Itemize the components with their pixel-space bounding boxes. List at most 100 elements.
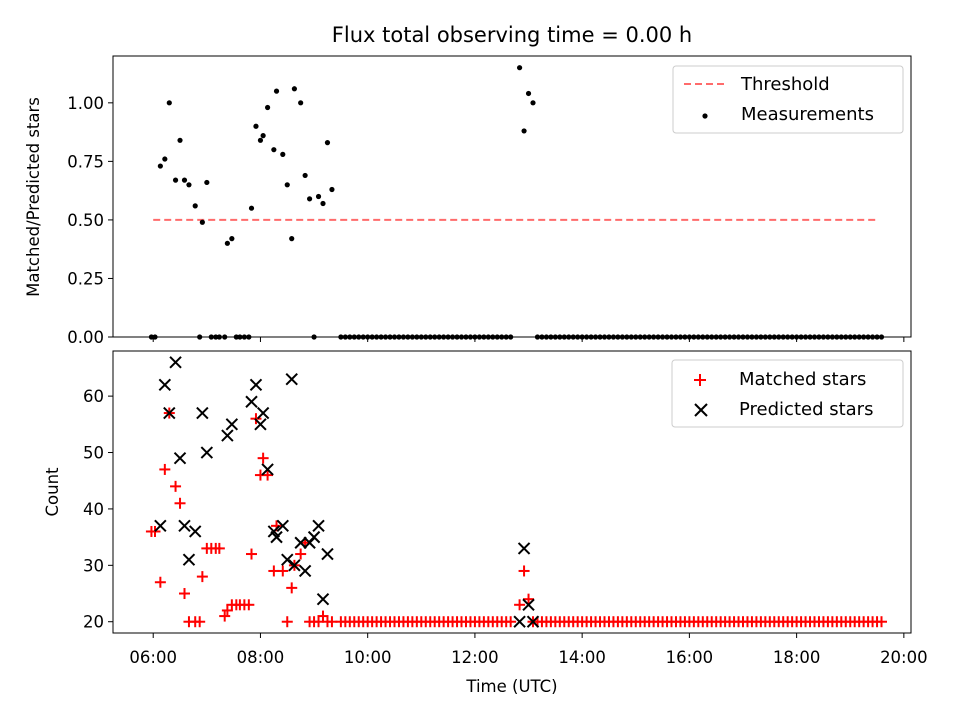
measurements-legend-label: Measurements bbox=[741, 104, 874, 125]
matched-stars-point bbox=[262, 469, 274, 481]
top-axes-frame bbox=[112, 55, 912, 338]
matched-stars-point bbox=[246, 548, 258, 560]
predicted-stars-point bbox=[189, 525, 202, 538]
measurement-point bbox=[516, 65, 523, 71]
predicted-stars-point bbox=[307, 530, 321, 544]
bottom-marks bbox=[145, 356, 888, 628]
bottom-y-tick-label: 50 bbox=[83, 444, 104, 463]
predicted-stars-point bbox=[249, 378, 263, 392]
predicted-stars-point bbox=[316, 592, 330, 606]
top-legend-box bbox=[672, 65, 904, 134]
predicted-stars-point bbox=[196, 406, 209, 420]
measurement-point bbox=[253, 123, 259, 129]
predicted-stars-point bbox=[178, 519, 191, 533]
matched-stars-point bbox=[221, 604, 233, 616]
measurement-point bbox=[525, 90, 532, 97]
x-tick-label: 06:00 bbox=[129, 648, 177, 667]
measurement-point bbox=[257, 137, 264, 143]
measurement-point bbox=[186, 182, 192, 188]
matched-stars-point bbox=[159, 463, 171, 475]
predicted-stars-point bbox=[288, 559, 301, 572]
predicted-stars-point bbox=[158, 378, 172, 392]
matched-stars-point bbox=[243, 599, 255, 611]
top-y-ticks: 0.00 0.25 0.50 0.75 1.00 bbox=[67, 94, 113, 347]
measurement-point bbox=[324, 140, 331, 146]
bottom-x-ticks: 06:00 08:00 10:00 12:00 14:00 16:00 18:00 20:00 bbox=[129, 633, 928, 667]
matched-stars-point bbox=[277, 565, 289, 577]
measurement-point bbox=[192, 203, 198, 209]
matched-stars-point bbox=[178, 588, 190, 600]
matched-stars-point bbox=[194, 616, 206, 628]
measurement-point bbox=[298, 100, 304, 106]
matched-stars-point bbox=[295, 548, 307, 560]
chart-title: Flux total observing time = 0.00 h bbox=[332, 23, 692, 47]
bottom-legend-box bbox=[671, 359, 904, 428]
measurement-point bbox=[329, 186, 335, 193]
matched-stars-point bbox=[174, 497, 186, 509]
measurement-point bbox=[166, 100, 172, 106]
predicted-stars-point bbox=[169, 356, 182, 369]
measurement-point bbox=[172, 177, 179, 183]
matched-stars-point bbox=[149, 525, 161, 537]
x-tick-label: 14:00 bbox=[558, 648, 606, 667]
measurement-point bbox=[229, 236, 235, 242]
bottom-legend: Matched stars Predicted stars bbox=[671, 359, 904, 428]
measurement-point bbox=[284, 182, 290, 188]
matched-stars-point bbox=[514, 599, 526, 611]
bottom-y-axis-label: Count bbox=[43, 467, 62, 517]
measurement-point bbox=[291, 86, 298, 92]
matched-stars-point bbox=[317, 610, 329, 622]
measurements-legend-swatch bbox=[702, 113, 708, 119]
measurement-point bbox=[260, 133, 266, 139]
top-y-tick-label: 0.50 bbox=[67, 211, 104, 230]
measurement-point bbox=[157, 163, 163, 169]
matched-stars-legend-swatch bbox=[694, 374, 706, 386]
measurement-point bbox=[204, 179, 210, 186]
predicted-stars-point bbox=[513, 615, 526, 628]
top-y-tick-label: 0.25 bbox=[67, 269, 104, 288]
matched-stars-point bbox=[286, 582, 298, 594]
measurement-point bbox=[248, 205, 255, 211]
top-legend: Threshold Measurements bbox=[672, 65, 904, 134]
matched-stars-point bbox=[523, 593, 535, 605]
matched-stars-point bbox=[257, 452, 269, 464]
bottom-panel: 20 30 40 50 60 06:00 08:00 10:00 12:00 14:00 16:0… bbox=[43, 350, 928, 696]
predicted-stars-point bbox=[261, 463, 274, 476]
predicted-stars-point bbox=[173, 451, 187, 465]
x-tick-label: 12:00 bbox=[451, 648, 499, 667]
bottom-y-tick-label: 30 bbox=[83, 556, 104, 575]
measurement-point bbox=[177, 137, 183, 143]
measurement-point bbox=[273, 88, 280, 94]
predicted-stars-point bbox=[298, 564, 312, 578]
top-panel: 0.00 0.25 0.50 0.75 1.00 Matched/Predicted s… bbox=[24, 55, 912, 347]
top-y-tick-label: 0.00 bbox=[67, 328, 104, 347]
predicted-stars-point bbox=[312, 519, 325, 533]
predicted-stars-legend-label: Predicted stars bbox=[739, 399, 873, 420]
measurement-point bbox=[320, 200, 326, 207]
predicted-stars-point bbox=[245, 395, 258, 408]
predicted-stars-point bbox=[285, 372, 298, 386]
predicted-stars-point bbox=[254, 418, 267, 431]
measurement-point bbox=[271, 147, 277, 153]
matched-stars-point bbox=[213, 542, 225, 554]
matched-stars-point bbox=[505, 616, 517, 628]
top-y-tick-label: 1.00 bbox=[67, 94, 104, 113]
matched-stars-point bbox=[170, 480, 182, 492]
bottom-y-tick-label: 60 bbox=[83, 387, 104, 406]
predicted-stars-point bbox=[276, 519, 289, 533]
bottom-y-ticks: 20 30 40 50 60 bbox=[83, 387, 113, 632]
predicted-stars-point bbox=[256, 406, 270, 420]
measurement-point bbox=[199, 219, 205, 225]
x-tick-label: 16:00 bbox=[666, 648, 714, 667]
measurement-point bbox=[162, 156, 168, 162]
predicted-stars-point bbox=[294, 536, 307, 549]
predicted-stars-point bbox=[221, 429, 234, 442]
bottom-axes-frame bbox=[112, 350, 912, 634]
predicted-stars-point bbox=[321, 547, 334, 561]
matched-stars-point bbox=[518, 565, 530, 577]
threshold-legend-label: Threshold bbox=[740, 74, 830, 95]
predicted-stars-point bbox=[270, 530, 283, 544]
x-tick-label: 08:00 bbox=[237, 648, 285, 667]
predicted-stars-point bbox=[281, 553, 294, 566]
